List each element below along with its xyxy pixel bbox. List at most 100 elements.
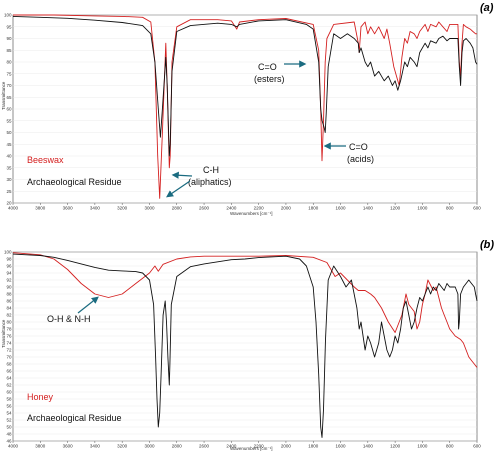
y-ticks-b: 46 48 50 52 54 56 58 60 62 64 66 68 70 72 74 76 78 80 82 84… [4,250,477,444]
y-tick-label-a-12: 80 [6,60,12,65]
y-tick-label-a-1: 25 [6,189,12,194]
x-axis-label-b: Wavenumbers [cm⁻¹] [230,446,272,451]
legend-residue-a: Archaeological Residue [27,177,122,187]
x-tick-label-a-0: 4000 [8,206,19,211]
y-tick-label-b-19: 84 [6,306,12,311]
annotation-co-esters: C=O [258,62,277,72]
y-tick-label-a-3: 35 [6,165,12,170]
x-tick-label-b-12: 1600 [336,444,347,449]
x-ticks-a: 4000 3800 3600 3400 3200 3000 2800 2600 2400 2200… [8,203,481,211]
x-tick-label-a-2: 3600 [63,206,74,211]
y-tick-label-b-10: 66 [6,369,12,374]
x-tick-label-a-12: 1600 [336,206,347,211]
x-tick-label-a-8: 2400 [226,206,237,211]
y-tick-label-a-11: 75 [6,71,12,76]
annotation-oh-nh: O-H & N-H [47,314,91,324]
series-line-b-residue [12,253,478,438]
x-tick-label-b-13: 1400 [363,444,374,449]
x-tick-label-b-15: 1000 [417,444,428,449]
y-tick-label-a-5: 45 [6,142,12,147]
series-line-a-reference [13,14,477,199]
arrow-ch-lower [166,180,191,198]
series-b [12,252,478,438]
x-ticks-b: 4000 3800 3600 3400 3200 3000 2800 2600 2400 2200… [8,441,481,449]
y-tick-label-b-3: 52 [6,418,12,423]
y-tick-label-a-8: 60 [6,107,12,112]
y-tick-label-a-0: 20 [6,201,12,206]
y-tick-label-b-14: 74 [6,341,12,346]
annotation-co-acids: C=O [349,142,368,152]
y-tick-label-b-8: 62 [6,383,12,388]
x-tick-label-a-16: 800 [446,206,454,211]
x-tick-label-a-1: 3800 [35,206,46,211]
x-axis-label-a: Wavenumbers [cm⁻¹] [230,211,272,216]
x-tick-label-a-15: 1000 [417,206,428,211]
x-tick-label-b-5: 3000 [144,444,155,449]
panel-label-b: (b) [480,239,494,251]
panel-a: 20 25 30 35 40 45 50 55 60 65 70 75 80 85 90 95 100 4000… [1,2,494,216]
x-tick-label-b-3: 3400 [90,444,101,449]
y-tick-label-b-12: 70 [6,355,12,360]
y-tick-label-b-5: 56 [6,404,12,409]
y-tick-label-b-16: 78 [6,327,12,332]
annotation-ch-sub: (aliphatics) [188,177,232,187]
arrow-ch-upper [171,171,193,179]
series-line-a-residue [12,15,478,157]
x-tick-label-b-9: 2200 [254,444,265,449]
x-tick-label-b-11: 1800 [308,444,319,449]
y-tick-label-b-27: 100 [4,250,12,255]
y-axis-label-b: Transmittance [1,319,6,348]
y-tick-label-b-15: 76 [6,334,12,339]
y-tick-label-b-25: 96 [6,264,12,269]
x-tick-label-b-17: 600 [473,444,481,449]
x-tick-label-b-1: 3800 [35,444,46,449]
y-tick-label-a-14: 90 [6,36,12,41]
x-tick-label-a-6: 2800 [172,206,183,211]
y-tick-label-b-0: 46 [6,439,12,444]
y-tick-label-b-17: 80 [6,320,12,325]
x-tick-label-a-4: 3200 [117,206,128,211]
series-line-b-reference [12,252,478,368]
y-tick-label-a-16: 100 [4,13,12,18]
x-tick-label-b-7: 2600 [199,444,210,449]
panel-label-a: (a) [480,2,494,14]
y-tick-label-b-1: 48 [6,432,12,437]
y-tick-label-a-7: 55 [6,118,12,123]
legend-honey: Honey [27,392,54,402]
y-tick-label-b-23: 92 [6,278,12,283]
annotation-co-esters-sub: (esters) [254,74,285,84]
y-tick-label-b-2: 50 [6,425,12,430]
y-tick-label-a-6: 50 [6,130,12,135]
x-tick-label-a-14: 1200 [390,206,401,211]
x-tick-label-b-2: 3600 [63,444,74,449]
arrow-oh-nh [77,296,99,314]
x-tick-label-b-8: 2400 [226,444,237,449]
y-tick-label-a-10: 70 [6,83,12,88]
x-tick-label-b-14: 1200 [390,444,401,449]
y-tick-label-a-9: 65 [6,95,12,100]
y-tick-label-b-7: 60 [6,390,12,395]
y-tick-label-b-9: 64 [6,376,12,381]
x-tick-label-a-13: 1400 [363,206,374,211]
x-tick-label-a-11: 1800 [308,206,319,211]
x-tick-label-b-0: 4000 [8,444,19,449]
y-tick-label-b-22: 90 [6,285,12,290]
x-tick-label-a-17: 600 [473,206,481,211]
x-tick-label-b-10: 2000 [281,444,292,449]
y-tick-label-b-6: 58 [6,397,12,402]
y-ticks-a: 20 25 30 35 40 45 50 55 60 65 70 75 80 85 90 95 100 [4,13,477,206]
y-tick-label-b-18: 82 [6,313,12,318]
y-tick-label-b-26: 98 [6,257,12,262]
annotation-co-acids-sub: (acids) [347,154,374,164]
x-tick-label-b-6: 2800 [172,444,183,449]
annotation-ch: C-H [203,165,219,175]
y-tick-label-b-4: 54 [6,411,12,416]
y-tick-label-a-15: 95 [6,24,12,29]
series-a [12,14,478,199]
y-tick-label-b-21: 88 [6,292,12,297]
y-tick-label-b-11: 68 [6,362,12,367]
y-tick-label-b-13: 72 [6,348,12,353]
x-tick-label-a-9: 2200 [254,206,265,211]
x-tick-label-a-3: 3400 [90,206,101,211]
